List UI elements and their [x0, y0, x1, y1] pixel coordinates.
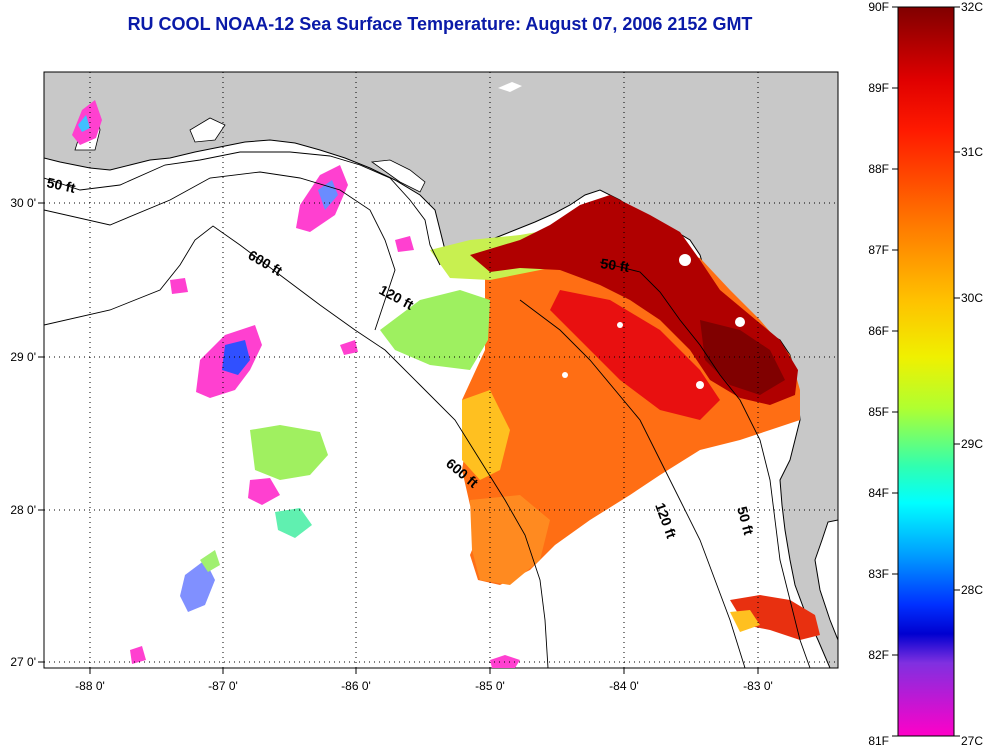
lat-tick-label: 28 0' — [10, 503, 36, 517]
cloud-gaps — [562, 254, 745, 389]
lon-tick-label: -86 0' — [341, 679, 371, 693]
colorbar-f-label: 86F — [868, 324, 889, 338]
contour-label-50ft-east-north: 50 ft — [600, 255, 631, 275]
map-title: RU COOL NOAA-12 Sea Surface Temperature:… — [127, 14, 753, 34]
colorbar-f-label: 82F — [868, 648, 889, 662]
contour-600ft-west — [44, 225, 549, 668]
lon-tick-label: -87 0' — [208, 679, 238, 693]
lon-tick-label: -84 0' — [609, 679, 639, 693]
depth-contours — [44, 151, 811, 668]
bay — [370, 159, 426, 193]
colorbar-f-label: 89F — [868, 81, 889, 95]
colorbar-c-label: 27C — [961, 734, 983, 748]
colorbar-c-label: 31C — [961, 145, 983, 159]
contour-50ft-west — [44, 151, 441, 266]
contour-120ft — [44, 171, 396, 331]
colorbar-f-label: 81F — [868, 734, 889, 748]
colorbar-f-label: 83F — [868, 567, 889, 581]
lake — [498, 82, 522, 92]
lat-tick-label: 29 0' — [10, 350, 36, 364]
colorbar-c-label: 28C — [961, 583, 983, 597]
contour-120ft-east — [519, 299, 746, 668]
frame-ticks — [38, 202, 759, 674]
contour-label-50ft-east: 50 ft — [734, 505, 757, 537]
colorbar-c-label: 32C — [961, 0, 983, 14]
colorbar-ticks — [892, 6, 960, 737]
lon-tick-label: -88 0' — [75, 679, 105, 693]
contour-50ft-east — [599, 261, 811, 668]
colorbar-f-label: 85F — [868, 405, 889, 419]
contour-label-50ft-west: 50 ft — [45, 174, 77, 196]
lon-tick-label: -85 0' — [475, 679, 505, 693]
colorbar-f-label: 88F — [868, 162, 889, 176]
colorbar-f-label: 84F — [868, 486, 889, 500]
lat-tick-label: 27 0' — [10, 655, 36, 669]
colorbar — [897, 6, 955, 737]
lat-tick-label: 30 0' — [10, 196, 36, 210]
bay — [189, 117, 226, 143]
colorbar-c-label: 30C — [961, 291, 983, 305]
colorbar-c-label: 29C — [961, 437, 983, 451]
colorbar-f-label: 90F — [868, 0, 889, 14]
colorbar-f-label: 87F — [868, 243, 889, 257]
lon-tick-label: -83 0' — [743, 679, 773, 693]
